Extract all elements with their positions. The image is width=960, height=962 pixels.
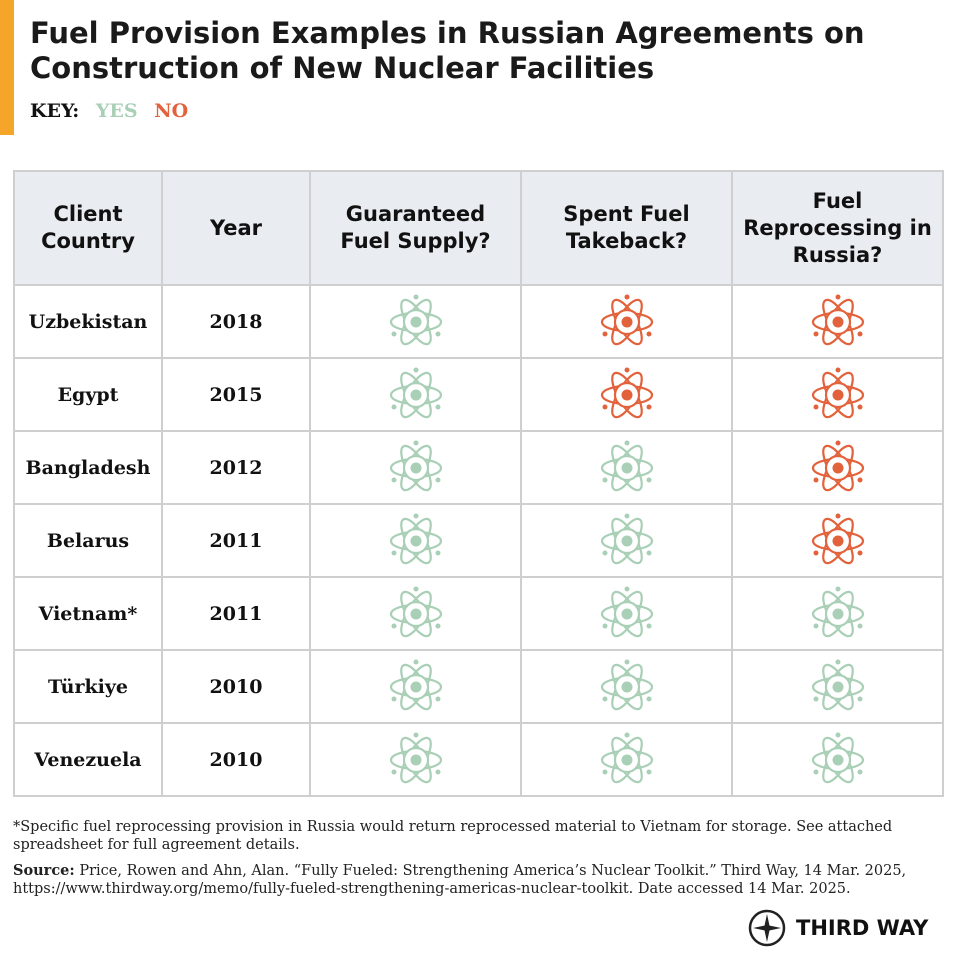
key-yes: YES	[95, 100, 138, 122]
provision-cell	[309, 430, 522, 505]
footnote: *Specific fuel reprocessing provision in…	[13, 819, 893, 853]
column-header: Fuel Reprocessing in Russia?	[731, 170, 944, 286]
column-header: Spent Fuel Takeback?	[520, 170, 733, 286]
provision-cell	[309, 284, 522, 359]
country-cell: Belarus	[13, 503, 163, 578]
yes-icon	[389, 294, 442, 345]
accent-bar	[0, 0, 14, 135]
key-label: KEY:	[30, 100, 80, 122]
provision-cell	[731, 357, 944, 432]
year-cell: 2011	[161, 503, 311, 578]
table-row: Bangladesh 2012	[13, 430, 944, 505]
source-label: Source:	[13, 862, 75, 879]
no-icon	[811, 367, 864, 418]
yes-icon	[389, 586, 442, 637]
table-row: Venezuela 2010	[13, 722, 944, 797]
country-cell: Egypt	[13, 357, 163, 432]
yes-icon	[600, 659, 653, 710]
yes-icon	[811, 732, 864, 783]
provision-cell	[731, 430, 944, 505]
year-cell: 2011	[161, 576, 311, 651]
table-body: Uzbekistan 2018 Egypt 2015 Bangladesh 2012 Bel…	[13, 284, 944, 797]
yes-icon	[389, 659, 442, 710]
key-no: NO	[154, 100, 189, 122]
yes-icon	[389, 513, 442, 564]
provision-cell	[520, 649, 733, 724]
provision-cell	[520, 357, 733, 432]
no-icon	[600, 367, 653, 418]
no-icon	[811, 294, 864, 345]
source: Source: Price, Rowen and Ahn, Alan. “Ful…	[13, 862, 933, 898]
table-row: Vietnam* 2011	[13, 576, 944, 651]
logo: THIRD WAY	[748, 908, 928, 948]
year-cell: 2015	[161, 357, 311, 432]
year-cell: 2012	[161, 430, 311, 505]
provision-cell	[731, 722, 944, 797]
column-header: Client Country	[13, 170, 163, 286]
country-cell: Türkiye	[13, 649, 163, 724]
yes-icon	[600, 440, 653, 491]
column-header: Guaranteed Fuel Supply?	[309, 170, 522, 286]
table-row: Belarus 2011	[13, 503, 944, 578]
yes-icon	[600, 513, 653, 564]
provision-cell	[520, 430, 733, 505]
yes-icon	[600, 586, 653, 637]
table-row: Uzbekistan 2018	[13, 284, 944, 359]
no-icon	[811, 513, 864, 564]
provision-cell	[731, 576, 944, 651]
provision-table: Client Country Year Guaranteed Fuel Supply…	[13, 170, 944, 797]
provision-cell	[309, 649, 522, 724]
provision-cell	[520, 284, 733, 359]
provision-cell	[520, 722, 733, 797]
table-row: Egypt 2015	[13, 357, 944, 432]
no-icon	[600, 294, 653, 345]
source-text: Price, Rowen and Ahn, Alan. “Fully Fuele…	[13, 863, 907, 897]
logo-mark	[748, 909, 786, 947]
yes-icon	[811, 586, 864, 637]
provision-cell	[520, 503, 733, 578]
provision-cell	[309, 503, 522, 578]
provision-cell	[309, 722, 522, 797]
provision-cell	[520, 576, 733, 651]
year-cell: 2010	[161, 649, 311, 724]
provision-cell	[731, 284, 944, 359]
year-cell: 2010	[161, 722, 311, 797]
yes-icon	[389, 367, 442, 418]
title: Fuel Provision Examples in Russian Agree…	[30, 16, 865, 85]
provision-cell	[309, 576, 522, 651]
key: KEY: YES NO	[30, 100, 198, 122]
table-row: Türkiye 2010	[13, 649, 944, 724]
yes-icon	[811, 659, 864, 710]
country-cell: Venezuela	[13, 722, 163, 797]
provision-cell	[309, 357, 522, 432]
country-cell: Uzbekistan	[13, 284, 163, 359]
header-row: Client Country Year Guaranteed Fuel Supply…	[13, 170, 944, 286]
yes-icon	[389, 440, 442, 491]
provision-cell	[731, 649, 944, 724]
column-header: Year	[161, 170, 311, 286]
yes-icon	[389, 732, 442, 783]
yes-icon	[600, 732, 653, 783]
country-cell: Bangladesh	[13, 430, 163, 505]
provision-cell	[731, 503, 944, 578]
logo-text: THIRD WAY	[796, 916, 929, 940]
country-cell: Vietnam*	[13, 576, 163, 651]
year-cell: 2018	[161, 284, 311, 359]
no-icon	[811, 440, 864, 491]
